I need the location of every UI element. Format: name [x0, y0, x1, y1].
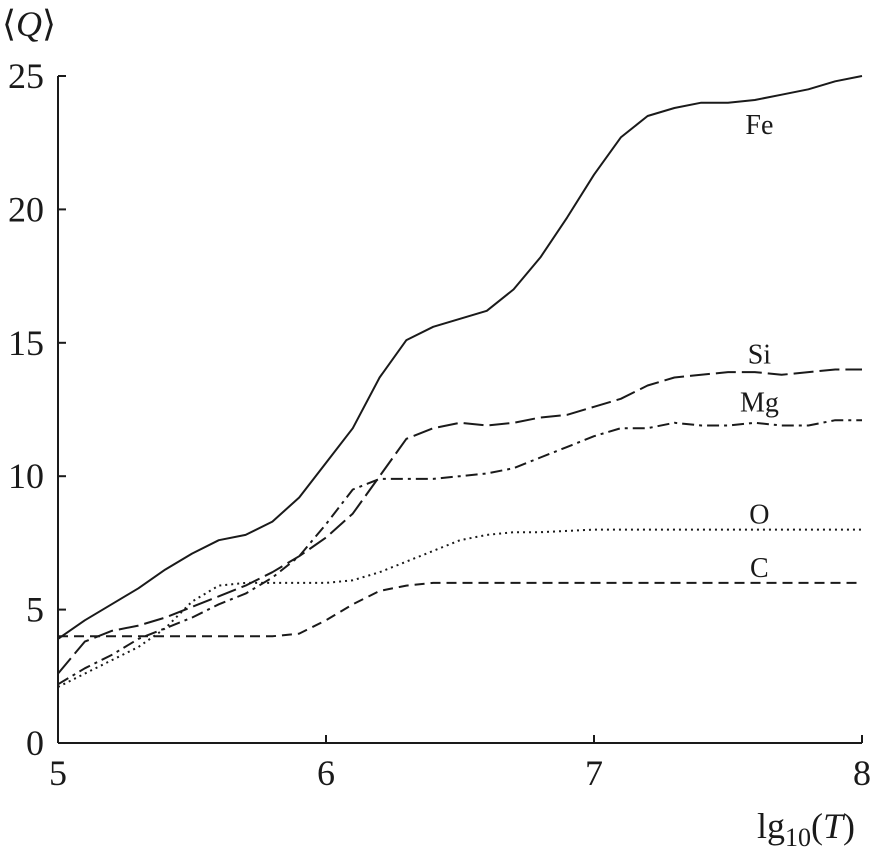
series-line-fe — [57, 75, 863, 640]
series-label-c: C — [750, 553, 769, 584]
y-tick-label: 10 — [8, 456, 44, 496]
series-label-si: Si — [748, 339, 772, 370]
x-tick-label: 6 — [317, 753, 335, 793]
y-tick-label: 0 — [26, 723, 44, 763]
series-line-c — [58, 581, 862, 638]
series-labels: Fe Si Mg OC — [740, 110, 779, 584]
x-tick-label: 7 — [585, 753, 603, 793]
series-label-mg: Mg — [740, 387, 779, 418]
series-label-o: O — [749, 500, 769, 531]
x-tick-label: 5 — [49, 753, 67, 793]
y-ticks: 0 5 10 15 20 25 — [8, 56, 66, 763]
y-axis-label: ⟨Q⟩ — [2, 4, 56, 44]
y-tick-label: 20 — [8, 189, 44, 229]
x-axis-label: lg10(T) — [757, 806, 855, 852]
series-line-o — [57, 528, 862, 688]
y-tick-label: 15 — [8, 323, 44, 363]
axes — [57, 76, 862, 744]
y-tick-label: 5 — [26, 590, 44, 630]
series-group — [57, 75, 863, 688]
x-ticks: 5 6 7 8 — [49, 735, 871, 793]
series-line-si — [57, 368, 862, 675]
x-tick-label: 8 — [853, 753, 871, 793]
series-line-mg — [57, 419, 862, 686]
series-label-fe: Fe — [745, 110, 773, 141]
y-tick-label: 25 — [8, 56, 44, 96]
